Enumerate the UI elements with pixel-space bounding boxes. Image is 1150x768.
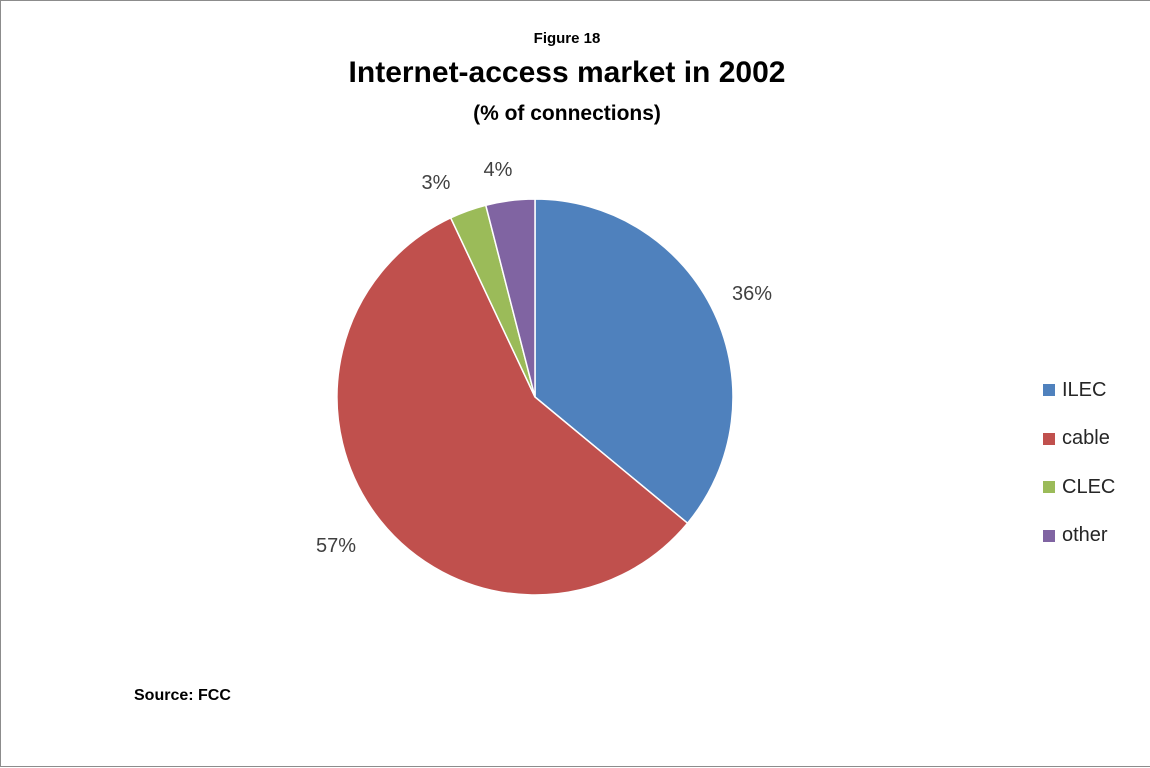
legend-label-cable: cable [1062,427,1110,450]
source-note: Source: FCC [134,687,231,704]
legend-swatch-other [1043,529,1055,542]
legend-swatch-cable [1043,432,1055,445]
legend-item-other: other [1043,512,1143,561]
pie-slice-cable [336,216,689,596]
legend-item-cable: cable [1043,415,1143,464]
data-label-other: 4% [484,159,513,181]
legend-item-ilec: ILEC [1043,366,1143,415]
legend-label-clec: CLEC [1062,475,1116,498]
legend-label-ilec: ILEC [1062,378,1107,401]
legend-label-other: other [1062,524,1108,547]
legend-item-clec: CLEC [1043,463,1143,512]
pie-slice-other [484,198,536,398]
pie-slice-ilec [534,198,734,525]
legend-swatch-ilec [1043,384,1055,397]
data-label-ilec: 36% [732,283,772,305]
figure-label: Figure 18 [533,30,601,47]
chart-legend: ILEC cable CLEC other [1043,366,1143,560]
chart-title: Internet-access market in 2002 [348,56,786,89]
data-label-clec: 3% [422,172,451,194]
data-label-cable: 57% [316,535,356,557]
chart-subtitle: (% of connections) [473,102,661,125]
legend-swatch-clec [1043,481,1055,494]
